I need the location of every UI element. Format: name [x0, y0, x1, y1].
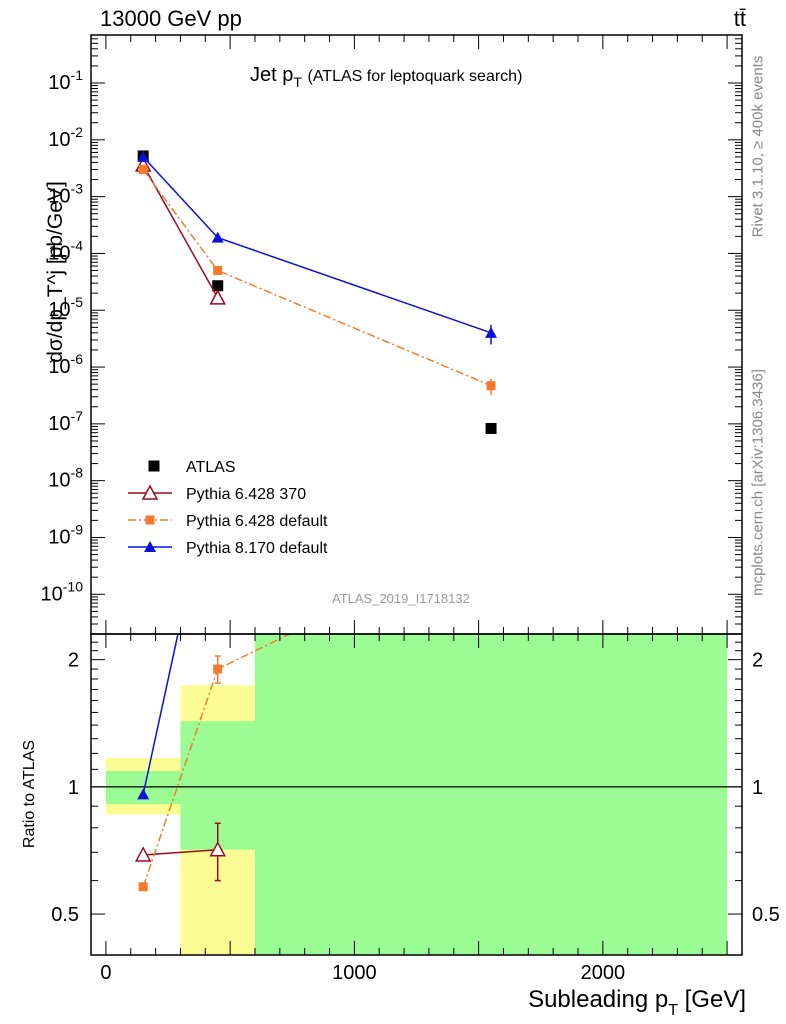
- data-point-0-1: [212, 280, 224, 292]
- plot-title-sub: T: [293, 74, 302, 90]
- x-axis-label-unit: [GeV]: [684, 986, 746, 1013]
- ratio-plot: [91, 633, 742, 892]
- plot-title-main: Jet p: [250, 64, 294, 86]
- ratio-frame: [90, 633, 743, 956]
- data-point-0-2: [485, 422, 497, 434]
- main-ytick-label: 10-5: [48, 294, 83, 321]
- main-ytick-label: 10-8: [48, 465, 83, 492]
- energy-label: 13000 GeV pp: [100, 6, 242, 31]
- main-ytick-label: 10-2: [48, 124, 83, 151]
- main-ytick-label: 10-7: [48, 408, 83, 435]
- x-axis-label: Subleading pT [GeV]: [528, 986, 746, 1019]
- main-ytick-label: 10-3: [48, 181, 83, 208]
- plot-title-paren: (ATLAS for leptoquark search): [307, 68, 523, 85]
- ratio-point-2-0: [137, 788, 150, 800]
- ratio-band-green-2: [254, 634, 728, 955]
- legend-marker-0: [148, 460, 160, 472]
- legend: ATLAS Pythia 6.428 370 Pythia 6.428 defaul…: [128, 459, 328, 557]
- ratio-point-0-1: [209, 841, 226, 857]
- ratio-ytick-label-right: 0.5: [752, 904, 780, 926]
- ratio-line-0: [143, 848, 218, 856]
- ratio-line-2: [142, 633, 179, 795]
- main-ytick-label: 10-1: [48, 67, 83, 94]
- series-line-3: [142, 156, 492, 334]
- plot-title: Jet pT (ATLAS for leptoquark search): [250, 64, 523, 90]
- legend-marker-3: [144, 541, 156, 552]
- ratio-ytick-label: 2: [68, 650, 79, 672]
- ratio-point-1-0: [138, 882, 148, 892]
- data-point-2-0: [138, 165, 148, 175]
- data-point-1-1: [209, 289, 226, 305]
- ratio-bands: [105, 634, 728, 955]
- main-ytick-label: 10-9: [48, 521, 83, 548]
- legend-marker-2: [145, 515, 155, 525]
- legend-label-3: Pythia 8.170 default: [186, 540, 328, 557]
- main-plot: [134, 150, 498, 434]
- ratio-ytick-label: 0.5: [51, 904, 79, 926]
- xtick-label: 1000: [332, 962, 377, 984]
- ratio-point-0-0: [134, 846, 152, 862]
- ratio-ytick-label: 1: [68, 777, 79, 799]
- series-line-2: [142, 169, 492, 387]
- legend-marker-1: [141, 484, 159, 500]
- x-axis-label-sub: T: [668, 1002, 678, 1019]
- ratio-ytick-label-right: 1: [752, 777, 763, 799]
- analysis-id: ATLAS_2019_I1718132: [332, 591, 470, 606]
- ratio-point-1-1: [213, 664, 223, 674]
- data-point-2-2: [486, 381, 496, 391]
- data-point-2-1: [213, 266, 223, 276]
- x-axis-label-main: Subleading p: [528, 986, 669, 1013]
- ratio-ytick-label-right: 2: [752, 650, 763, 672]
- xtick-label: 0: [100, 962, 111, 984]
- legend-label-0: ATLAS: [186, 459, 236, 476]
- data-point-3-2: [485, 326, 498, 338]
- main-ytick-label: 10-10: [41, 578, 84, 605]
- main-ytick-label: 10-4: [48, 237, 83, 264]
- plot-frames: 10-1010-910-810-710-610-510-410-310-210-…: [41, 34, 780, 984]
- process-label: tt̄: [733, 6, 746, 31]
- xtick-label: 2000: [581, 962, 626, 984]
- data-point-3-1: [211, 231, 224, 243]
- legend-label-2: Pythia 6.428 default: [186, 513, 328, 530]
- data-point-3-0: [137, 150, 150, 162]
- main-ytick-label: 10-6: [48, 351, 83, 378]
- legend-label-1: Pythia 6.428 370: [186, 486, 306, 503]
